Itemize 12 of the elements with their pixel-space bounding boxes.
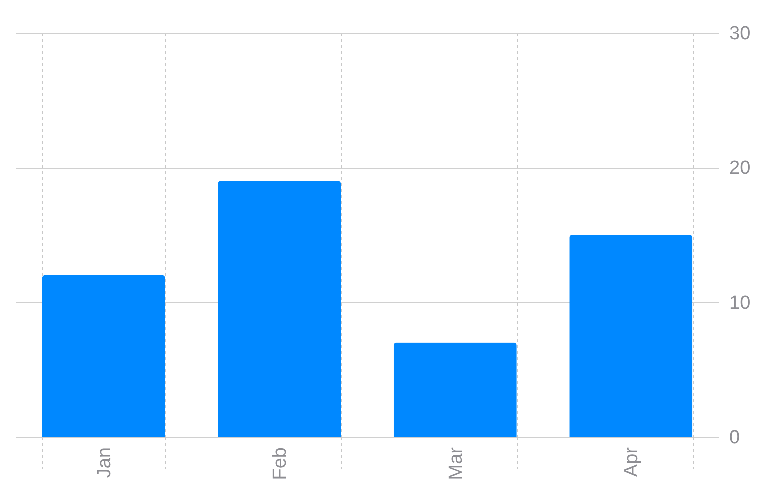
x-tick-label: Feb: [270, 448, 292, 480]
bar: [570, 235, 693, 437]
y-tick-label: 10: [730, 292, 751, 314]
bar: [42, 275, 166, 437]
bar: [394, 342, 517, 437]
y-tick-label: 30: [730, 24, 751, 44]
x-tick-label: Apr: [622, 446, 643, 478]
bar: [218, 181, 342, 437]
y-tick-label: 0: [730, 428, 740, 448]
x-tick-label: Jan: [94, 448, 116, 478]
x-tick-label: Mar: [446, 446, 467, 480]
y-tick-label: 20: [730, 158, 751, 180]
